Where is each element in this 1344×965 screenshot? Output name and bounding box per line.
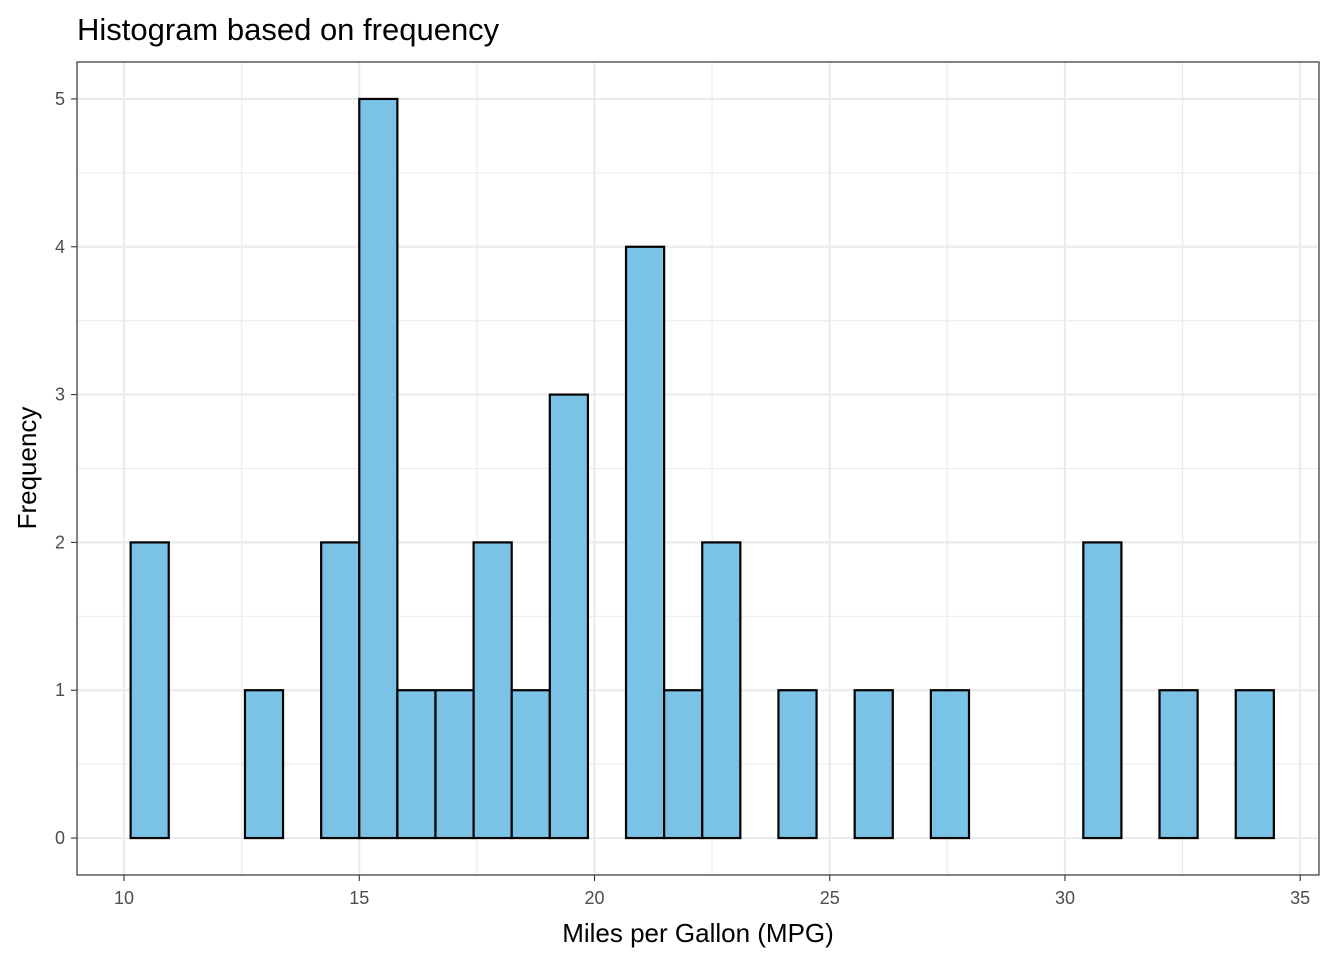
x-axis-ticks: 10 15 20 25 30 35 — [114, 875, 1310, 908]
histogram-bar — [1158, 689, 1199, 840]
y-tick-label: 5 — [55, 89, 65, 109]
histogram-bar — [129, 541, 170, 840]
histogram-bar — [853, 689, 894, 840]
y-tick-label: 4 — [55, 237, 65, 257]
histogram-bar — [510, 689, 551, 840]
x-tick-label: 30 — [1055, 888, 1075, 908]
panel-border — [76, 61, 1320, 876]
histogram-bar — [358, 97, 399, 840]
x-tick-label: 10 — [114, 888, 134, 908]
y-axis-ticks: 0 1 2 3 4 5 — [55, 89, 77, 848]
x-tick-label: 35 — [1290, 888, 1310, 908]
histogram-bar — [624, 245, 666, 840]
histogram-bar — [777, 689, 818, 840]
x-axis-title: Miles per Gallon (MPG) — [562, 918, 834, 948]
histogram-bar — [1082, 541, 1123, 840]
histogram-bar — [663, 689, 704, 840]
histogram-bar — [701, 541, 742, 840]
y-tick-label: 1 — [55, 680, 65, 700]
x-tick-label: 15 — [349, 888, 369, 908]
histogram-bar — [320, 541, 361, 840]
histogram-bar — [548, 393, 590, 840]
y-tick-label: 2 — [55, 532, 65, 552]
histogram-bar — [472, 541, 513, 840]
histogram-bar — [434, 689, 475, 840]
x-tick-label: 20 — [584, 888, 604, 908]
y-tick-label: 3 — [55, 385, 65, 405]
histogram-bar — [1234, 689, 1275, 840]
histogram-bar — [396, 689, 437, 840]
y-tick-label: 0 — [55, 828, 65, 848]
chart-title: Histogram based on frequency — [77, 12, 500, 47]
histogram-bars — [129, 97, 1275, 840]
y-axis-title: Frequency — [12, 407, 42, 530]
histogram-bar — [243, 689, 285, 840]
x-tick-label: 25 — [820, 888, 840, 908]
histogram-bar — [929, 689, 971, 840]
